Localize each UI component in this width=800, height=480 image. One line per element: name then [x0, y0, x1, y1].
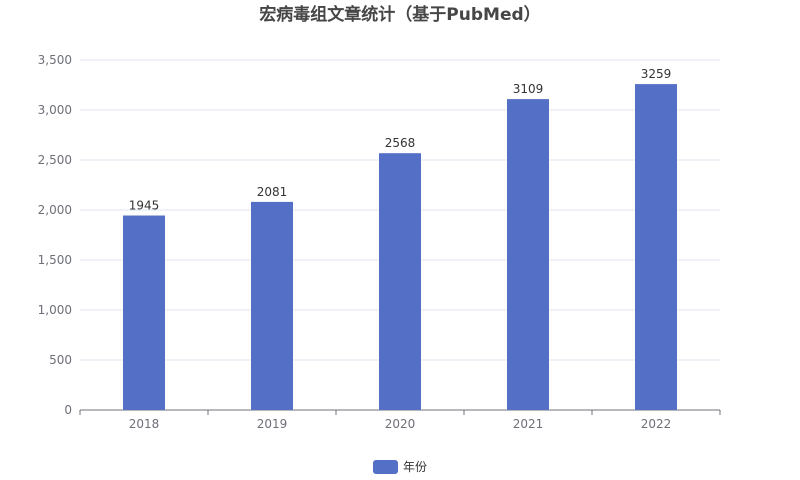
- bar-2021: [507, 99, 549, 410]
- x-tick-label: 2018: [129, 417, 160, 431]
- x-tick-label: 2020: [385, 417, 416, 431]
- data-label-2021: 3109: [513, 82, 544, 96]
- data-labels: 1945 2081 2568 3109 3259: [129, 67, 672, 212]
- data-label-2019: 2081: [257, 185, 288, 199]
- bar-2022: [635, 84, 677, 410]
- data-label-2018: 1945: [129, 199, 160, 213]
- legend-swatch[interactable]: [373, 460, 398, 474]
- y-tick-label: 1,000: [38, 303, 72, 317]
- data-label-2020: 2568: [385, 136, 416, 150]
- bar-2020: [379, 153, 421, 410]
- y-axis: 0 500 1,000 1,500 2,000 2,500 3,000 3,500: [38, 53, 72, 417]
- x-tick-label: 2022: [641, 417, 672, 431]
- y-tick-label: 0: [64, 403, 72, 417]
- y-tick-label: 3,500: [38, 53, 72, 67]
- legend[interactable]: 年份: [373, 460, 427, 474]
- y-tick-label: 3,000: [38, 103, 72, 117]
- x-tick-label: 2019: [257, 417, 288, 431]
- legend-label[interactable]: 年份: [403, 460, 427, 474]
- chart-title: 宏病毒组文章统计（基于PubMed）: [259, 4, 540, 25]
- bars: [123, 84, 677, 410]
- y-tick-label: 1,500: [38, 253, 72, 267]
- y-tick-label: 500: [49, 353, 72, 367]
- y-tick-label: 2,000: [38, 203, 72, 217]
- x-tick-label: 2021: [513, 417, 544, 431]
- data-label-2022: 3259: [641, 67, 672, 81]
- x-axis: 2018 2019 2020 2021 2022: [79, 409, 721, 431]
- bar-2019: [251, 201, 293, 410]
- y-tick-label: 2,500: [38, 153, 72, 167]
- bar-2018: [123, 215, 165, 410]
